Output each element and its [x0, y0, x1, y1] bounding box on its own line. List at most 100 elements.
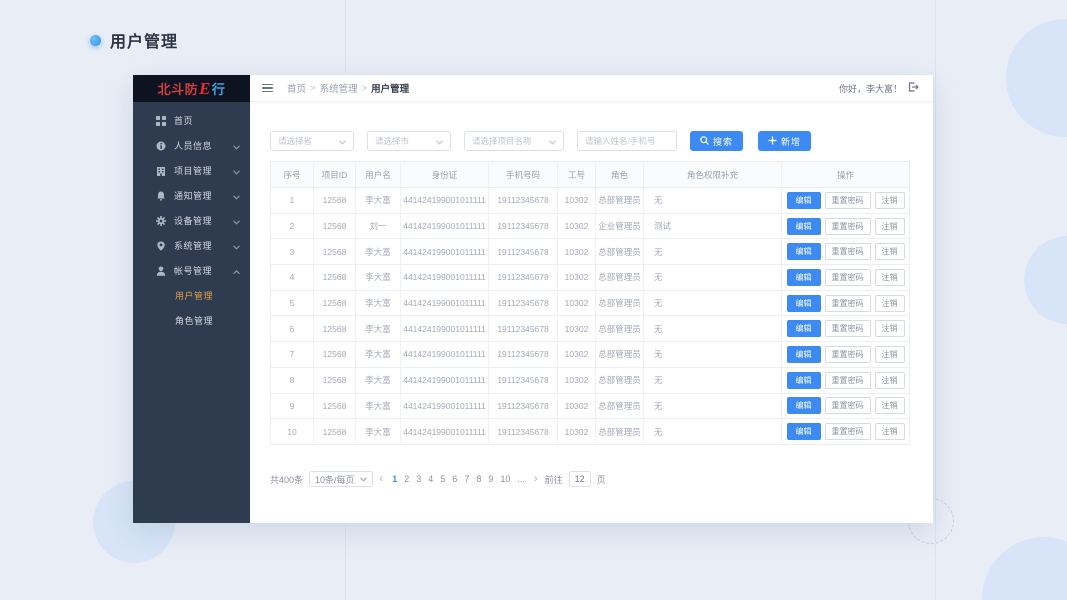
page-number[interactable]: 7 — [464, 474, 470, 484]
page-number[interactable]: 10 — [500, 474, 511, 484]
app-window: 北斗防 E 行 首页 人员信息 — [133, 75, 933, 523]
row-actions: 编辑 重置密码 注销 — [786, 191, 905, 209]
edit-button[interactable]: 编辑 — [786, 268, 821, 286]
chevron-down-icon — [549, 132, 556, 150]
sidebar-item-personnel[interactable]: 人员信息 — [133, 133, 250, 158]
edit-button[interactable]: 编辑 — [786, 191, 821, 209]
deactivate-button[interactable]: 注销 — [874, 371, 905, 389]
reset-password-button[interactable]: 重置密码 — [824, 217, 871, 235]
edit-button[interactable]: 编辑 — [786, 243, 821, 261]
sidebar-item-label: 人员信息 — [174, 141, 213, 151]
search-button[interactable]: 搜索 — [690, 131, 744, 151]
edit-button[interactable]: 编辑 — [786, 397, 821, 415]
edit-button[interactable]: 编辑 — [786, 294, 821, 312]
add-button[interactable]: 新增 — [758, 131, 812, 151]
reset-password-button[interactable]: 重置密码 — [824, 191, 871, 209]
deactivate-button[interactable]: 注销 — [874, 268, 905, 286]
cell-id-card: 441424199001011111 — [401, 188, 489, 213]
next-page-button[interactable]: › — [533, 472, 538, 485]
keyword-input[interactable] — [577, 131, 677, 151]
table-row: 5 12568 李大富 441424199001011111 191123456… — [271, 290, 909, 317]
deactivate-button[interactable]: 注销 — [874, 423, 905, 441]
edit-button[interactable]: 编辑 — [786, 371, 821, 389]
reset-password-button[interactable]: 重置密码 — [824, 268, 871, 286]
edit-button[interactable]: 编辑 — [786, 217, 821, 235]
col-header-username: 用户名 — [356, 162, 401, 187]
deactivate-button[interactable]: 注销 — [874, 217, 905, 235]
logout-icon[interactable] — [908, 82, 919, 94]
chevron-down-icon — [339, 132, 346, 150]
sidebar-subitem-role-management[interactable]: 角色管理 — [133, 308, 250, 333]
sidebar-item-projects[interactable]: 项目管理 — [133, 158, 250, 183]
sidebar-item-accounts[interactable]: 帐号管理 — [133, 258, 250, 283]
edit-button[interactable]: 编辑 — [786, 345, 821, 363]
chevron-down-icon — [359, 476, 367, 482]
row-actions: 编辑 重置密码 注销 — [786, 345, 905, 363]
cell-phone: 19112345678 — [489, 265, 558, 290]
page-title: 用户管理 — [90, 28, 178, 52]
per-page-select[interactable]: 10条/每页 — [309, 471, 373, 487]
table-row: 2 12568 刘一 441424199001011111 1911234567… — [271, 213, 909, 240]
sidebar-item-notifications[interactable]: 通知管理 — [133, 183, 250, 208]
sidebar-subitem-user-management[interactable]: 用户管理 — [133, 283, 250, 308]
plus-icon — [768, 136, 777, 147]
goto-page-input[interactable] — [568, 471, 591, 487]
search-button-label: 搜索 — [713, 136, 734, 147]
page-number[interactable]: 9 — [488, 474, 494, 484]
page-number[interactable]: ... — [517, 474, 525, 484]
title-dot-icon — [90, 34, 101, 46]
col-header-work-no: 工号 — [558, 162, 596, 187]
chevron-down-icon — [233, 212, 240, 230]
page-number[interactable]: 1 — [392, 474, 398, 484]
breadcrumb-home[interactable]: 首页 — [287, 84, 307, 95]
table-row: 3 12568 李大富 441424199001011111 191123456… — [271, 239, 909, 266]
page-number[interactable]: 4 — [428, 474, 434, 484]
sidebar-item-home[interactable]: 首页 — [133, 108, 250, 133]
prev-page-button[interactable]: ‹ — [379, 472, 384, 485]
reset-password-button[interactable]: 重置密码 — [824, 345, 871, 363]
sidebar-item-system[interactable]: 系统管理 — [133, 233, 250, 258]
info-icon — [155, 140, 166, 151]
per-page-value: 10条/每页 — [315, 474, 355, 485]
cell-work-no: 10302 — [558, 213, 596, 239]
table-row: 9 12568 李大富 441424199001011111 191123456… — [271, 393, 909, 420]
deactivate-button[interactable]: 注销 — [874, 397, 905, 415]
edit-button[interactable]: 编辑 — [786, 423, 821, 441]
cell-id-card: 441424199001011111 — [401, 265, 489, 290]
deactivate-button[interactable]: 注销 — [874, 345, 905, 363]
cell-username: 李大富 — [356, 290, 401, 316]
breadcrumb-system[interactable]: 系统管理 — [319, 84, 358, 95]
project-select[interactable]: 请选择项目名称 — [464, 131, 564, 151]
cell-role-extra: 无 — [644, 367, 782, 393]
edit-button[interactable]: 编辑 — [786, 320, 821, 338]
cell-role-extra: 无 — [644, 393, 782, 419]
page-number[interactable]: 6 — [452, 474, 458, 484]
deactivate-button[interactable]: 注销 — [874, 320, 905, 338]
reset-password-button[interactable]: 重置密码 — [824, 294, 871, 312]
content: 请选择省 请选择市 请选择项目名称 搜索 新增 — [250, 102, 933, 523]
reset-password-button[interactable]: 重置密码 — [824, 243, 871, 261]
page-number[interactable]: 2 — [404, 474, 410, 484]
reset-password-button[interactable]: 重置密码 — [824, 371, 871, 389]
deactivate-button[interactable]: 注销 — [874, 191, 905, 209]
reset-password-button[interactable]: 重置密码 — [824, 423, 871, 441]
deactivate-button[interactable]: 注销 — [874, 294, 905, 312]
cell-id-card: 441424199001011111 — [401, 290, 489, 316]
hamburger-menu-icon[interactable] — [262, 83, 273, 93]
cell-role-extra: 无 — [644, 188, 782, 213]
city-select[interactable]: 请选择市 — [367, 131, 451, 151]
page-number[interactable]: 3 — [416, 474, 422, 484]
grid-icon — [155, 115, 166, 126]
user-icon — [155, 265, 166, 276]
sidebar-menu: 首页 人员信息 项目管理 — [133, 102, 250, 333]
reset-password-button[interactable]: 重置密码 — [824, 320, 871, 338]
cell-project-id: 12568 — [314, 419, 356, 444]
deactivate-button[interactable]: 注销 — [874, 243, 905, 261]
page-number[interactable]: 8 — [476, 474, 482, 484]
cell-project-id: 12568 — [314, 213, 356, 239]
reset-password-button[interactable]: 重置密码 — [824, 397, 871, 415]
province-select[interactable]: 请选择省 — [270, 131, 354, 151]
sidebar-item-devices[interactable]: 设备管理 — [133, 208, 250, 233]
table-row: 4 12568 李大富 441424199001011111 191123456… — [271, 265, 909, 291]
page-number[interactable]: 5 — [440, 474, 446, 484]
